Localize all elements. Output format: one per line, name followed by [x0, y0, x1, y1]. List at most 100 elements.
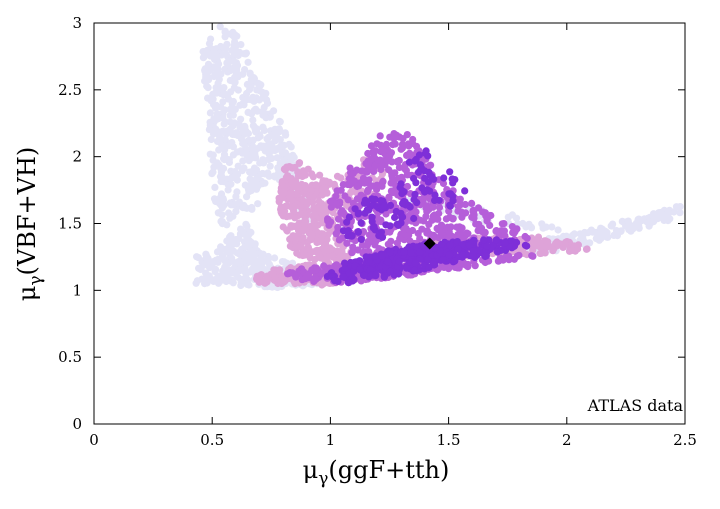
- data-point: [454, 202, 462, 211]
- data-point: [446, 213, 454, 221]
- data-point: [391, 213, 399, 222]
- data-point: [214, 79, 222, 87]
- data-point: [308, 230, 316, 239]
- data-point: [278, 178, 286, 186]
- data-point: [239, 249, 247, 257]
- data-point: [264, 133, 273, 141]
- data-point: [242, 49, 250, 57]
- data-point: [399, 135, 407, 143]
- data-point: [282, 131, 290, 139]
- data-point: [316, 254, 324, 262]
- data-point: [311, 211, 319, 219]
- data-point: [261, 147, 269, 155]
- data-point: [376, 156, 384, 164]
- data-point: [256, 258, 264, 266]
- data-point: [332, 261, 341, 269]
- data-point: [463, 229, 471, 237]
- data-point: [340, 273, 348, 281]
- data-point: [341, 264, 349, 272]
- data-point: [414, 229, 422, 238]
- data-point: [464, 260, 472, 269]
- data-point: [280, 278, 288, 286]
- data-point: [483, 242, 491, 250]
- data-point: [582, 245, 591, 253]
- data-point: [480, 236, 488, 244]
- data-point: [206, 50, 214, 58]
- data-point: [270, 107, 278, 115]
- x-tick-label: 0: [89, 431, 99, 449]
- y-tick-label: 1.5: [58, 215, 82, 233]
- data-point: [542, 237, 550, 245]
- data-point: [225, 95, 233, 103]
- data-point: [327, 227, 335, 235]
- data-point: [341, 259, 349, 267]
- data-point: [240, 243, 249, 251]
- data-point: [239, 157, 247, 165]
- data-point: [258, 180, 267, 188]
- data-point: [337, 186, 345, 194]
- data-point: [365, 231, 374, 239]
- data-point: [266, 162, 274, 170]
- series-0-points: [192, 23, 684, 292]
- data-point: [240, 164, 248, 172]
- data-point: [252, 266, 260, 274]
- data-point: [343, 239, 351, 247]
- data-point: [363, 241, 371, 249]
- data-point: [369, 224, 377, 232]
- data-point: [216, 173, 225, 181]
- data-point: [354, 228, 362, 236]
- data-point: [332, 200, 340, 208]
- data-point: [344, 196, 352, 204]
- data-point: [281, 149, 289, 157]
- data-point: [412, 179, 420, 187]
- data-point: [221, 143, 229, 151]
- data-point: [292, 177, 300, 185]
- data-point: [271, 254, 279, 262]
- data-point: [353, 166, 361, 174]
- data-point: [278, 258, 286, 266]
- data-point: [346, 164, 354, 172]
- data-point: [248, 253, 256, 261]
- data-point: [410, 195, 418, 204]
- data-point: [255, 272, 264, 280]
- data-point: [470, 247, 478, 255]
- data-point: [232, 236, 240, 244]
- data-point: [320, 245, 328, 254]
- data-point: [400, 248, 408, 256]
- data-point: [291, 270, 299, 278]
- data-point: [354, 246, 362, 254]
- x-tick-label: 0.5: [200, 431, 224, 449]
- data-point: [382, 140, 391, 148]
- data-point: [385, 166, 393, 174]
- data-point: [408, 139, 417, 147]
- data-point: [449, 197, 457, 205]
- data-point: [458, 213, 466, 221]
- data-point: [439, 256, 447, 264]
- data-point: [212, 265, 220, 273]
- data-point: [446, 168, 454, 176]
- data-point: [234, 273, 242, 282]
- data-point: [307, 187, 315, 195]
- data-point: [333, 247, 341, 255]
- data-point: [207, 135, 215, 144]
- data-point: [386, 249, 394, 257]
- data-point: [363, 166, 371, 175]
- data-point: [246, 70, 254, 78]
- data-point: [274, 145, 282, 153]
- data-point: [426, 230, 434, 239]
- data-point: [504, 213, 512, 221]
- data-point: [446, 202, 454, 210]
- data-point: [337, 253, 345, 261]
- data-point: [300, 167, 308, 175]
- data-point: [252, 166, 261, 174]
- data-point: [232, 68, 240, 76]
- data-point: [232, 129, 240, 137]
- data-point: [425, 264, 433, 272]
- data-point: [357, 235, 365, 243]
- data-point: [482, 252, 490, 260]
- data-point: [539, 243, 547, 251]
- data-point: [404, 171, 412, 179]
- data-point: [580, 238, 588, 246]
- data-point: [227, 180, 235, 188]
